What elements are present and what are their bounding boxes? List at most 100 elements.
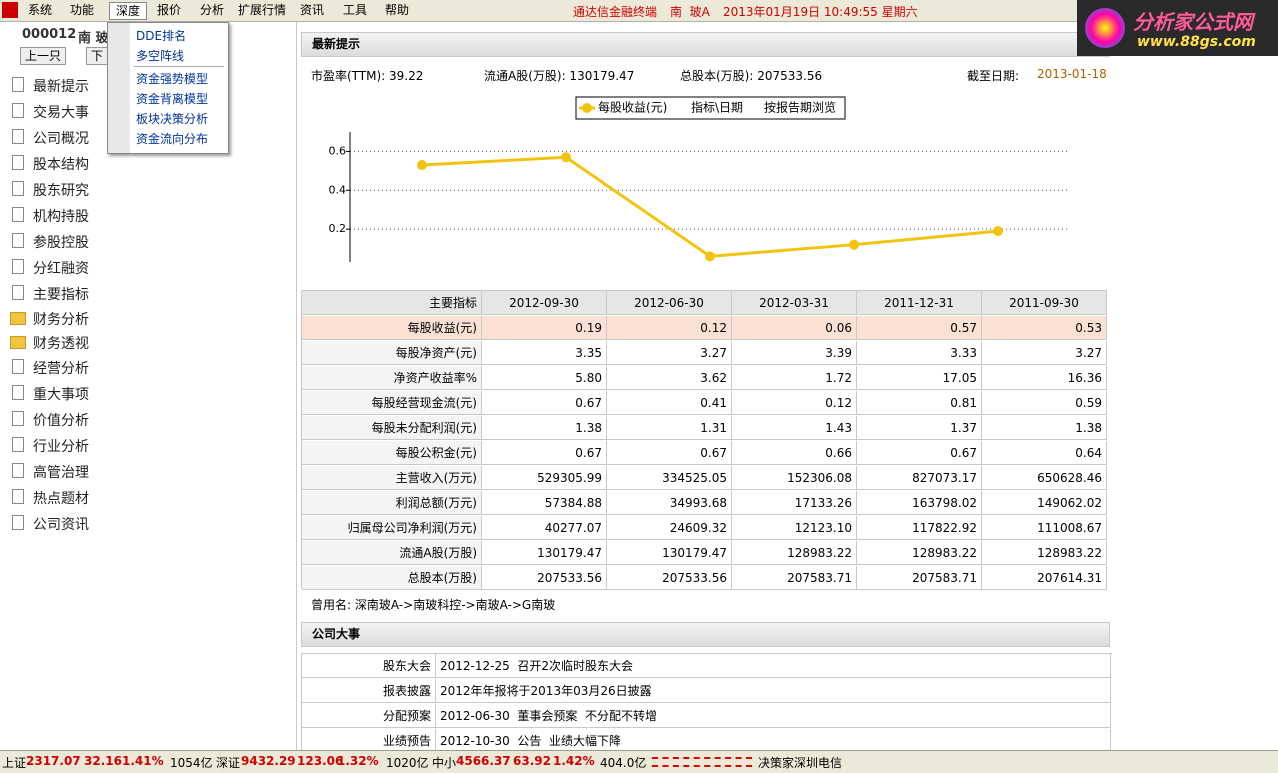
title-datetime: 2013年01月19日 10:49:55 星期六 — [723, 5, 918, 19]
sidebar-item[interactable]: 股本结构 — [10, 154, 130, 173]
menu-item[interactable]: 分析 — [200, 3, 225, 17]
menu-item[interactable]: 深度 — [109, 2, 148, 20]
table-cell: 主营收入(万元) — [302, 466, 482, 490]
doc-icon — [12, 103, 24, 118]
dropdown-item[interactable]: 资金背离模型 — [136, 92, 209, 106]
sidebar-item[interactable]: 经营分析 — [10, 358, 130, 377]
sidebar-item[interactable]: 公司概况 — [10, 128, 130, 147]
status-item: 4566.37 — [456, 754, 511, 768]
table-header: 主要指标 — [302, 291, 482, 315]
sidebar-item[interactable]: 机构持股 — [10, 206, 130, 225]
table-cell: 34993.68 — [607, 491, 732, 515]
table-cell: 0.12 — [732, 391, 857, 415]
table-header: 2012-03-31 — [732, 291, 857, 315]
event-cell: 股东大会 — [302, 654, 436, 678]
dropdown-menu: DDE排名多空阵线资金强势模型 资金背离模型 板块决策分析 资金流向分布 — [107, 22, 229, 154]
line — [421, 155, 999, 258]
table-cell: 归属母公司净利润(万元) — [302, 516, 482, 540]
sidebar-item[interactable]: 高管治理 — [10, 462, 130, 481]
prev-button[interactable]: 上一只 — [20, 47, 66, 65]
table-cell: 0.67 — [482, 441, 607, 465]
table-cell: 827073.17 — [857, 466, 982, 490]
menu-item[interactable]: 报价 — [157, 3, 182, 17]
sidebar-label: 财务分析 — [33, 312, 89, 328]
table-cell: 1.38 — [982, 416, 1107, 440]
sidebar-item[interactable]: 分红融资 — [10, 258, 130, 277]
sidebar-label: 主要指标 — [33, 287, 89, 303]
logo-url: www.88gs.com — [1137, 34, 1256, 50]
status-item: 1.41% — [122, 754, 164, 768]
sidebar-item[interactable]: 最新提示 — [10, 76, 130, 95]
event-cell: 分配预案 — [302, 704, 436, 728]
section-header: 最新提示 — [301, 32, 1110, 57]
sidebar-item[interactable]: 热点题材 — [10, 488, 130, 507]
sidebar-item[interactable]: 价值分析 — [10, 410, 130, 429]
status-item: 深证 — [216, 756, 241, 770]
title-stock: 南 玻A — [670, 5, 710, 19]
menu-item[interactable]: 功能 — [70, 3, 95, 17]
table-cell: 3.62 — [607, 366, 732, 390]
sidebar-item[interactable]: 主要指标 — [10, 284, 130, 303]
table-cell: 207614.31 — [982, 566, 1107, 590]
dropdown-item[interactable]: 多空阵线 — [136, 49, 185, 63]
table-cell: 1.37 — [857, 416, 982, 440]
y-tick-label: 0.4 — [329, 183, 347, 196]
menu-item[interactable]: 扩展行情 — [238, 3, 287, 17]
menu-item[interactable]: 工具 — [343, 3, 368, 17]
menu-item[interactable]: 帮助 — [385, 3, 410, 17]
status-item: 1.32% — [337, 754, 379, 768]
dropdown-item[interactable]: 板块决策分析 — [136, 112, 209, 126]
table-cell: 0.53 — [982, 316, 1107, 340]
sidebar-item[interactable]: 参股控股 — [10, 232, 130, 251]
sidebar-item[interactable]: 行业分析 — [10, 436, 130, 455]
app-icon[interactable] — [2, 2, 18, 18]
table-cell: 40277.07 — [482, 516, 607, 540]
sidebar-item[interactable]: 公司资讯 — [10, 514, 130, 533]
doc-icon — [12, 77, 24, 92]
table-cell: 每股未分配利润(元) — [302, 416, 482, 440]
sidebar-item[interactable]: 重大事项 — [10, 384, 130, 403]
menu-item[interactable]: 资讯 — [300, 3, 325, 17]
table-header: 2012-06-30 — [607, 291, 732, 315]
y-tick-label: 0.2 — [329, 222, 347, 235]
table-cell: 0.06 — [732, 316, 857, 340]
stock-name: 南 玻 — [78, 31, 109, 46]
table-cell: 130179.47 — [607, 541, 732, 565]
table-cell: 0.67 — [482, 391, 607, 415]
table-cell: 0.81 — [857, 391, 982, 415]
table-cell: 17133.26 — [732, 491, 857, 515]
status-item: 1.42% — [553, 754, 595, 768]
point — [849, 239, 859, 250]
dropdown-item[interactable]: 资金强势模型 — [136, 72, 209, 86]
former-names: 曾用名: 深南玻A->南玻科控->南玻A->G南玻 — [311, 598, 556, 612]
sidebar-item[interactable]: 交易大事 — [10, 102, 130, 121]
table-cell: 流通A股(万股) — [302, 541, 482, 565]
menu-item[interactable]: 系统 — [28, 3, 53, 17]
dropdown-item[interactable]: DDE排名 — [136, 29, 187, 43]
doc-icon — [12, 411, 24, 426]
doc-icon — [12, 437, 24, 452]
table-header: 2011-12-31 — [857, 291, 982, 315]
table-cell: 利润总额(万元) — [302, 491, 482, 515]
doc-icon — [12, 285, 24, 300]
table-cell: 3.39 — [732, 341, 857, 365]
doc-icon — [12, 385, 24, 400]
chart: 0.00.20.40.62011-09-302011-12-312012-03-… — [329, 96, 1070, 262]
table-cell: 3.35 — [482, 341, 607, 365]
table-cell: 0.67 — [857, 441, 982, 465]
date-label: 截至日期: — [967, 69, 1020, 83]
date: 2013-01-18 — [1037, 67, 1107, 81]
status-item: 9432.29 — [241, 754, 296, 768]
sidebar-item[interactable]: 股东研究 — [10, 180, 130, 199]
sidebar-item[interactable]: 财务透视 — [10, 333, 130, 352]
dropdown-item[interactable]: 资金流向分布 — [136, 132, 209, 146]
doc-icon — [12, 489, 24, 504]
table-cell: 152306.08 — [732, 466, 857, 490]
sidebar-label: 公司概况 — [33, 131, 89, 147]
sidebar-label: 高管治理 — [33, 465, 89, 481]
pe: 市盈率(TTM): 39.22 — [311, 69, 424, 83]
sidebar-item[interactable]: 财务分析 — [10, 309, 130, 328]
main-panel: 最新提示 市盈率(TTM): 39.22 流通A股(万股): 130179.47 总股… — [297, 22, 1278, 754]
status-bar: 上证 2317.07 32.16 1.41% 1054亿 深证 9432.29 123.06 1… — [0, 750, 1278, 773]
status-indicator — [652, 757, 752, 767]
